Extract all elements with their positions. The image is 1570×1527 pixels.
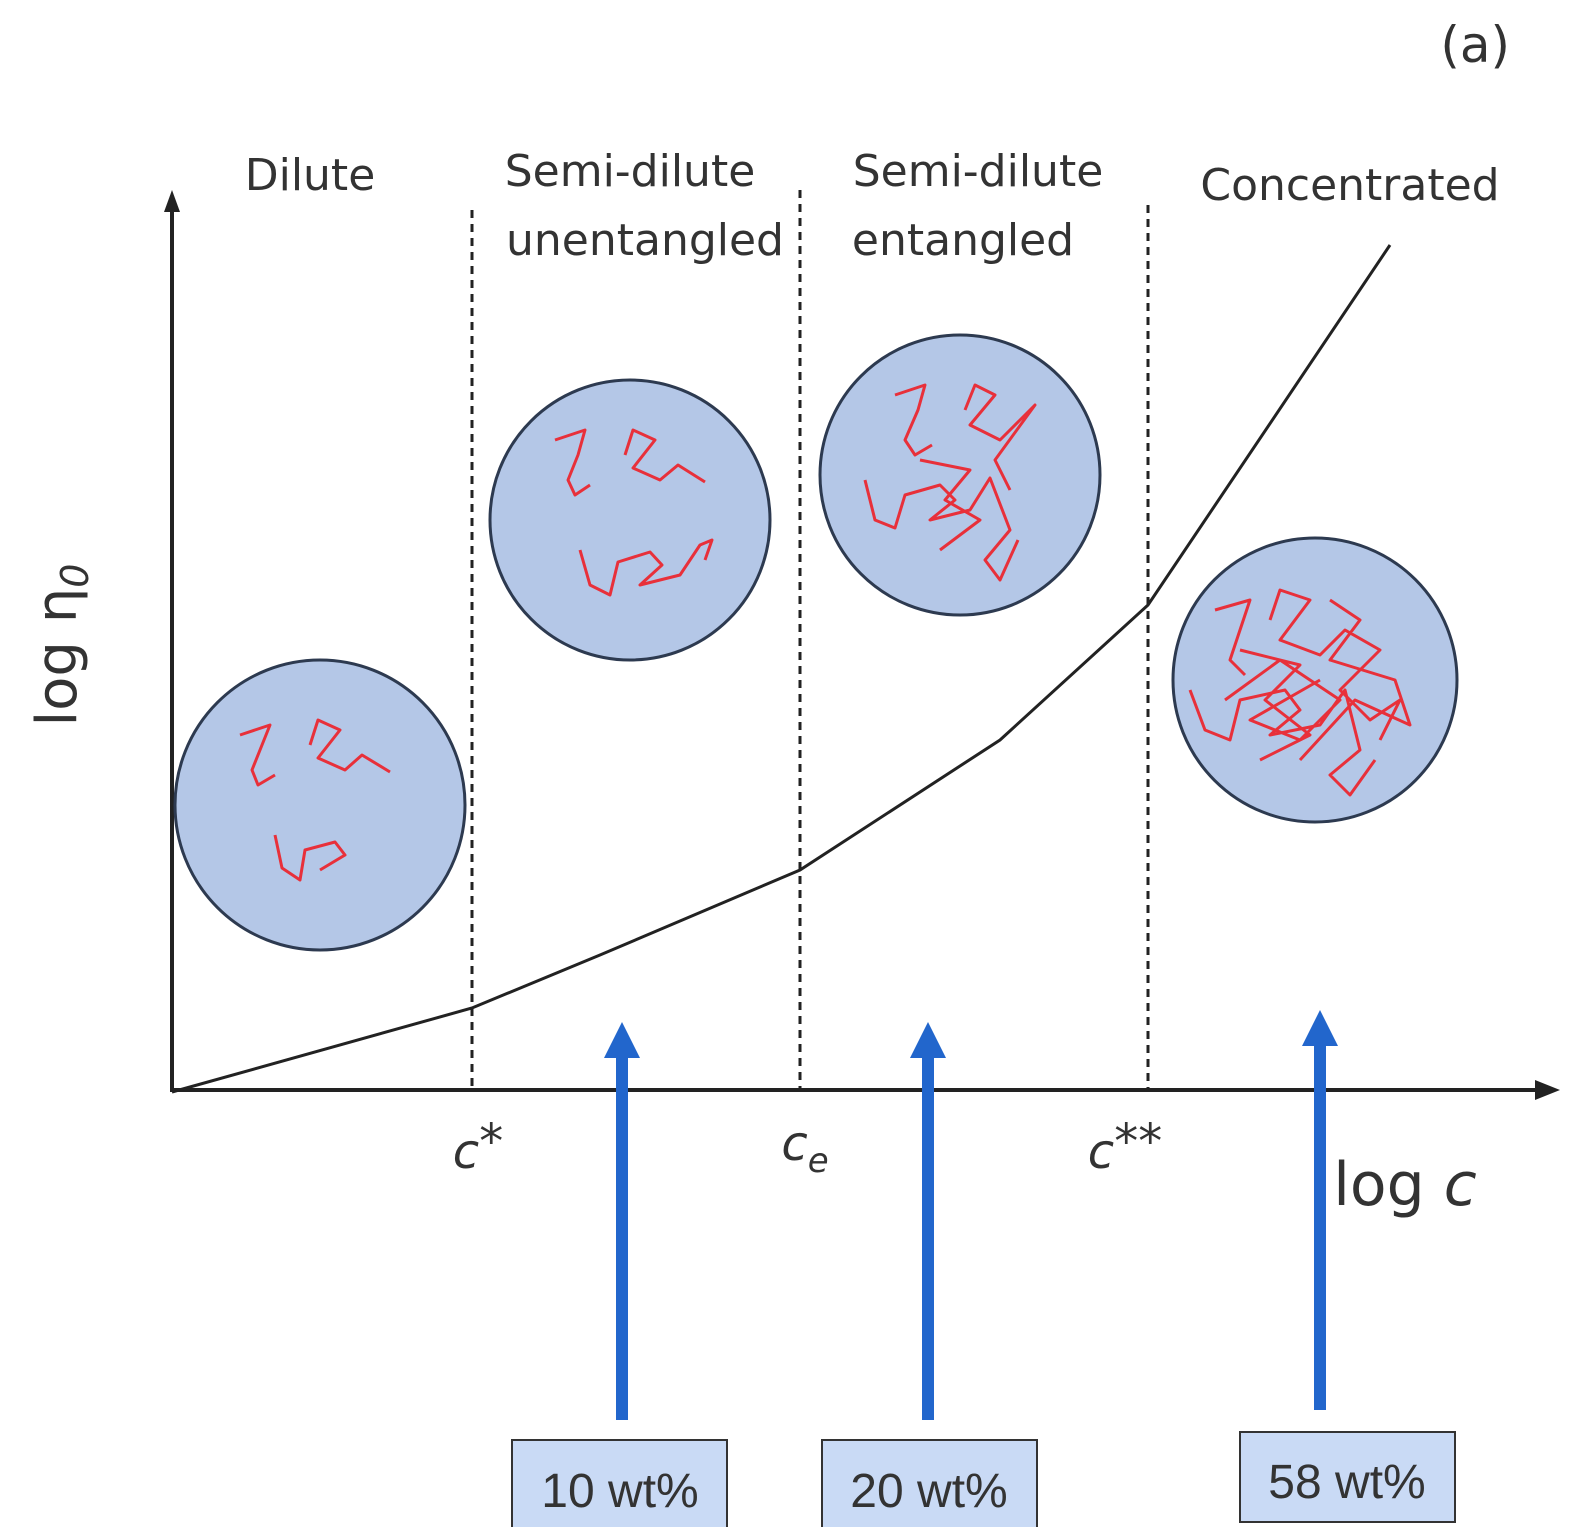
region-label: Concentrated [1200,160,1499,211]
region-labels: Dilute Semi-dilute unentangled Semi-dilu… [245,146,1500,266]
sample-label: 58 wt% [1268,1456,1425,1509]
sample-label: 10 wt% [541,1465,698,1518]
x-arrow [1535,1080,1560,1100]
sample-arrowhead [604,1022,640,1058]
region-label: entangled [852,215,1074,266]
threshold-symbol: c [1088,1124,1114,1180]
solution-circle [1173,538,1457,822]
y-arrow [164,190,180,212]
threshold-mark: * [479,1114,503,1170]
diagram: (a) Dilute Semi-dilute unentangled Semi-… [0,0,1570,1527]
solution-circle [820,335,1100,615]
y-label-text: log η [25,588,90,727]
threshold-label: ce [781,1116,828,1181]
threshold-labels: c* ce c** [453,1114,1162,1181]
region-label: Semi-dilute [505,146,756,197]
y-label-subscript: 0 [53,564,97,588]
threshold-label: c* [453,1114,503,1180]
solution-circle [175,660,465,950]
x-label-symbol: c [1444,1150,1477,1220]
region-label: unentangled [506,215,784,266]
region-label: Semi-dilute [853,146,1104,197]
y-axis-label: log η0 [25,564,97,727]
sample-arrowhead [1302,1010,1338,1046]
sample-boxes: 10 wt% 20 wt% 58 wt% [512,1432,1455,1527]
solution-circle [490,380,770,660]
x-label-text: log [1333,1150,1444,1220]
threshold-symbol: c [781,1116,807,1172]
sample-arrowhead [910,1022,946,1058]
region-label: Dilute [245,150,376,201]
threshold-mark: ** [1114,1114,1162,1170]
x-axis-label: log c [1333,1150,1477,1220]
threshold-label: c** [1088,1114,1162,1180]
panel-label: (a) [1440,16,1510,74]
sample-label: 20 wt% [850,1465,1007,1518]
threshold-symbol: c [453,1124,479,1180]
threshold-subscript: e [808,1141,829,1181]
